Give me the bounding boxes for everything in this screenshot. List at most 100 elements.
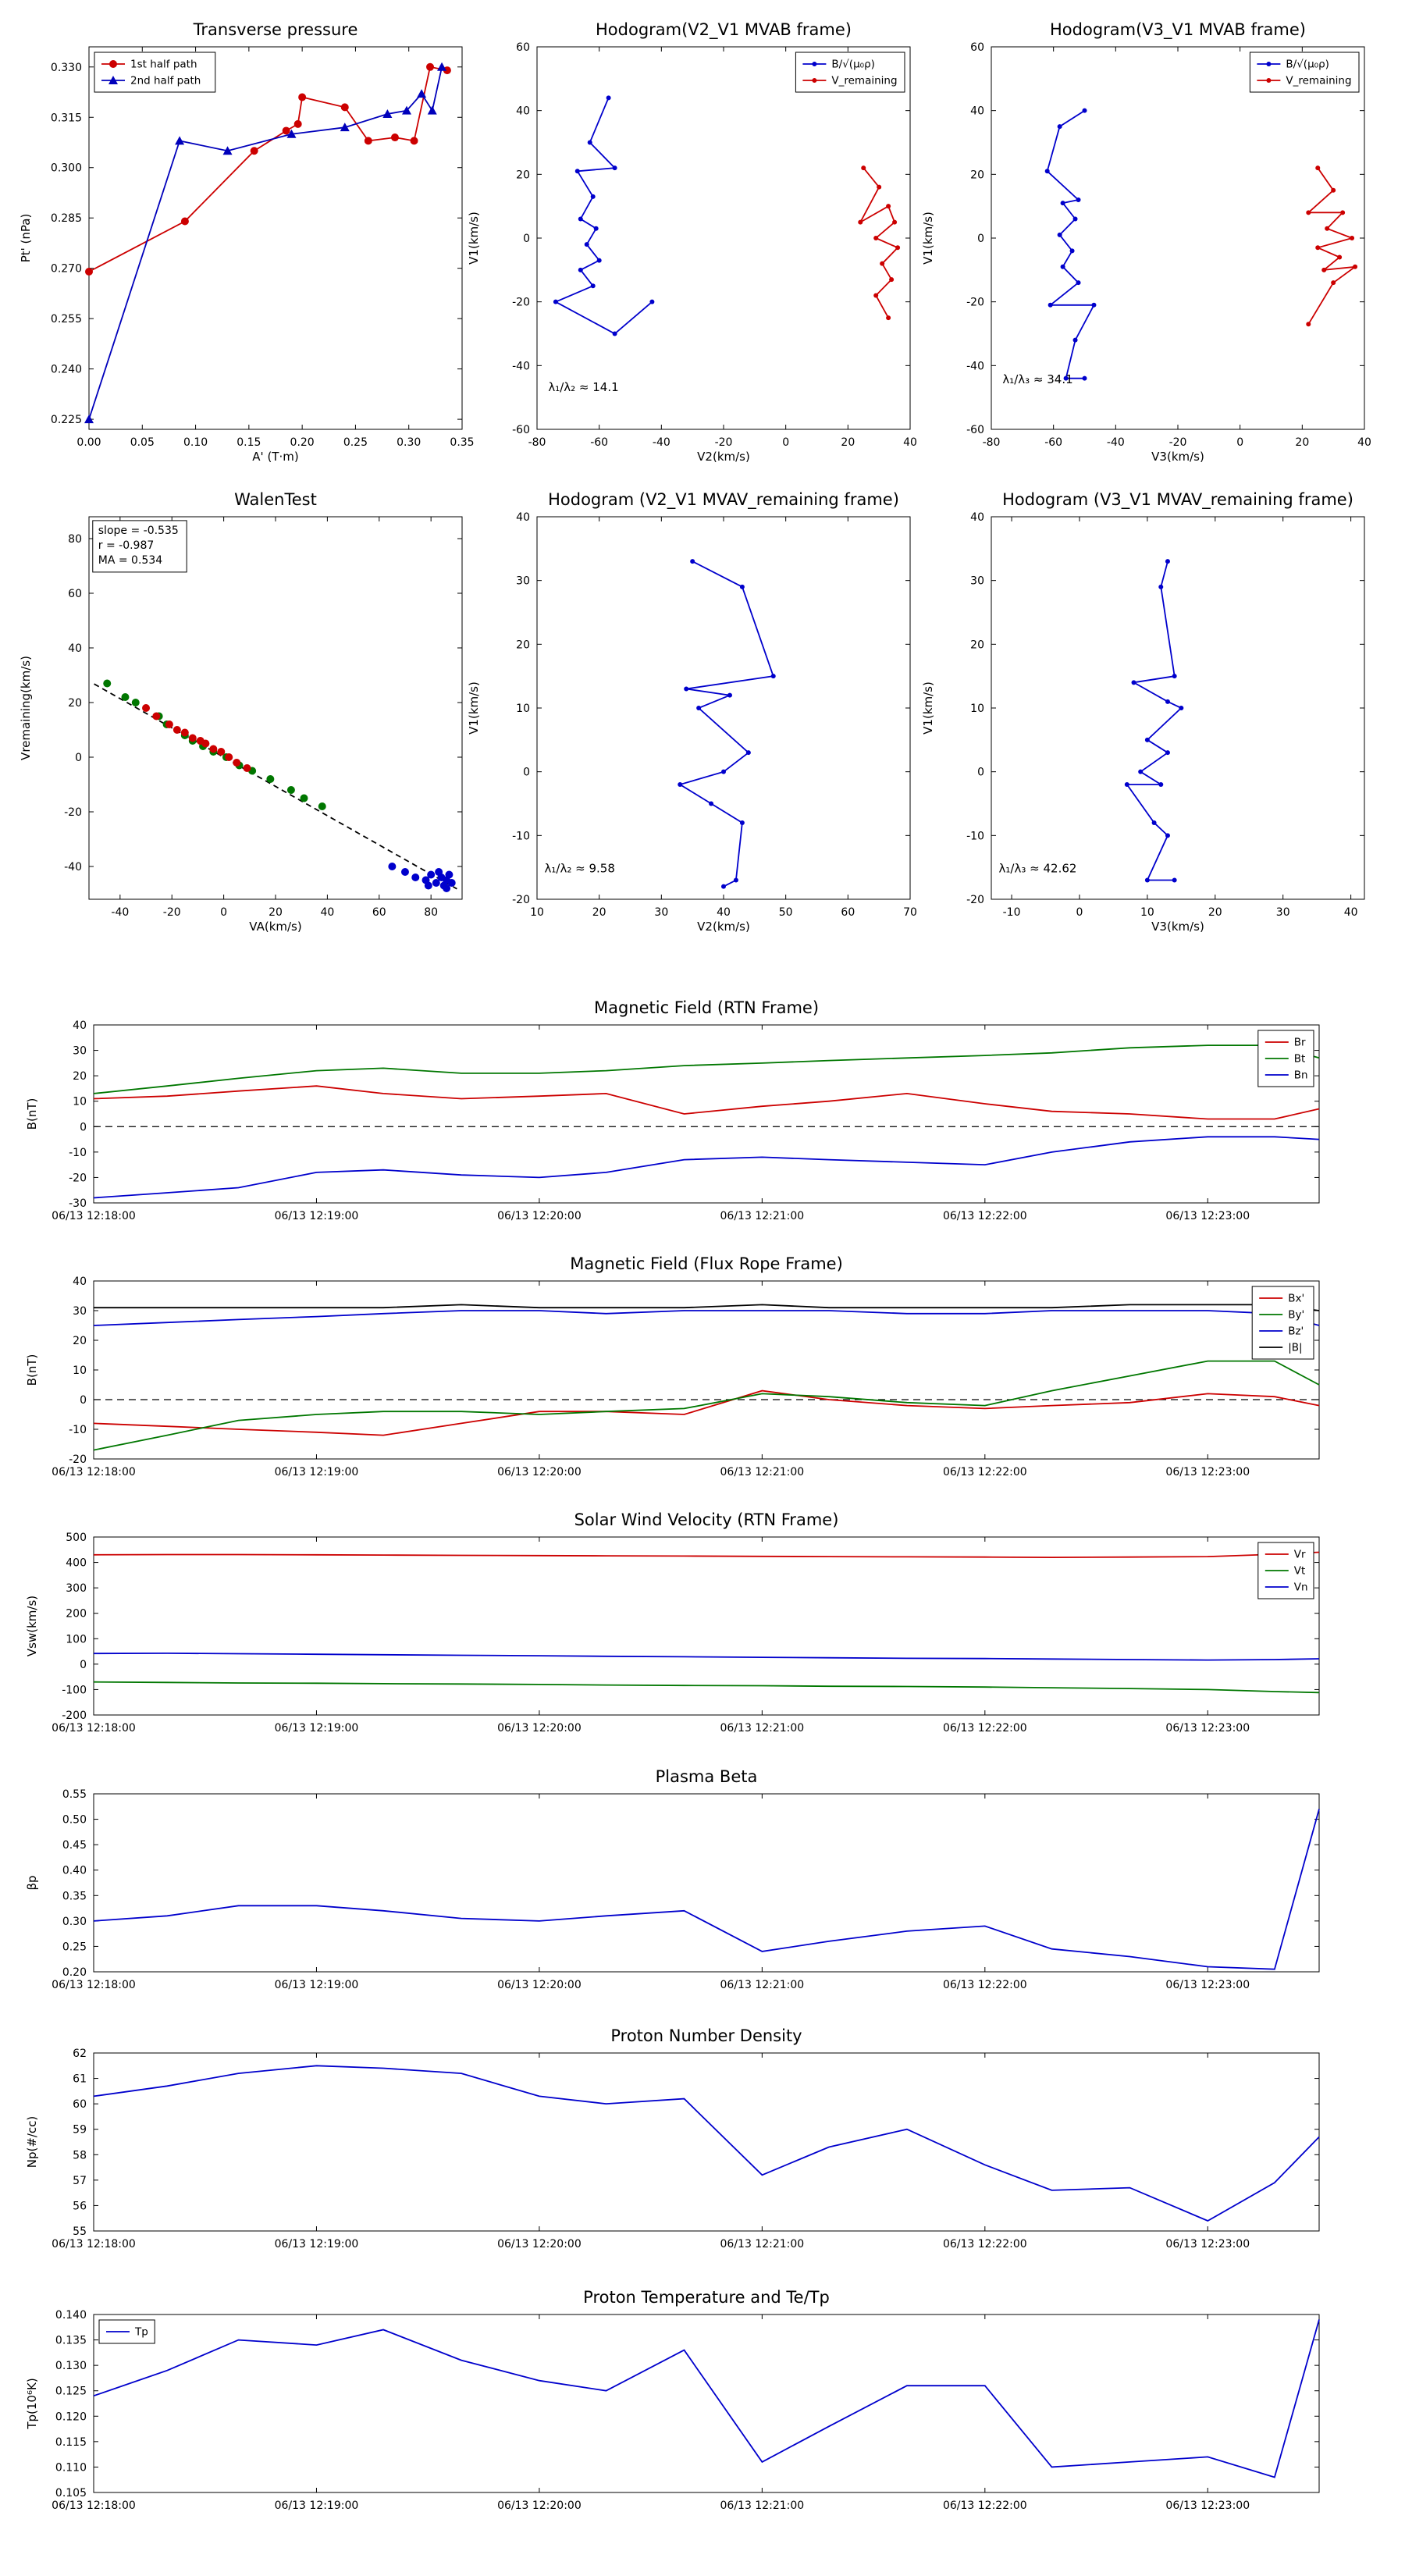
svg-text:56: 56: [73, 2200, 87, 2212]
chart-title: Plasma Beta: [655, 1767, 758, 1786]
svg-text:20: 20: [592, 906, 606, 919]
svg-text:10: 10: [970, 703, 984, 715]
svg-text:06/13 12:20:00: 06/13 12:20:00: [497, 1979, 582, 1991]
svg-text:30: 30: [516, 575, 530, 588]
svg-text:0.225: 0.225: [51, 414, 82, 426]
svg-text:0: 0: [977, 767, 984, 779]
svg-text:0.45: 0.45: [62, 1839, 87, 1852]
svg-text:0.20: 0.20: [62, 1966, 87, 1979]
svg-text:0: 0: [80, 1659, 87, 1671]
svg-text:0.255: 0.255: [51, 313, 82, 326]
svg-text:40: 40: [68, 642, 82, 655]
svg-text:-10: -10: [966, 830, 984, 842]
chart-title: Hodogram (V2_V1 MVAV_remaining frame): [548, 490, 899, 509]
svg-text:βp: βp: [25, 1875, 39, 1890]
svg-text:40: 40: [903, 436, 917, 449]
svg-text:V2(km/s): V2(km/s): [697, 450, 750, 464]
svg-text:60: 60: [73, 2098, 87, 2111]
svg-text:-80: -80: [983, 436, 1001, 449]
svg-text:0.115: 0.115: [55, 2436, 87, 2449]
svg-text:20: 20: [1295, 436, 1309, 449]
svg-text:10: 10: [1140, 906, 1154, 919]
svg-text:-40: -40: [1107, 436, 1125, 449]
svg-text:06/13 12:22:00: 06/13 12:22:00: [943, 1466, 1027, 1478]
plot-area: 0.00 0.05 0.10 0.15 0.20 0.25 0.30 0.35 0.225 0.2…: [14, 41, 475, 467]
svg-text:-60: -60: [966, 424, 984, 436]
svg-text:V3(km/s): V3(km/s): [1151, 450, 1204, 464]
svg-text:06/13 12:18:00: 06/13 12:18:00: [52, 1466, 136, 1478]
svg-text:60: 60: [516, 41, 530, 54]
svg-text:V1(km/s): V1(km/s): [921, 681, 935, 735]
plot-area: 06/13 12:18:00 06/13 12:19:00 06/13 12:20:…: [20, 1531, 1385, 1746]
chart-hodogram-v2v1-mvab: Hodogram(V2_V1 MVAB frame) -80 -60 -40 -20 0…: [462, 19, 923, 467]
svg-text:-20: -20: [715, 436, 733, 449]
svg-text:-40: -40: [64, 861, 82, 873]
svg-text:06/13 12:20:00: 06/13 12:20:00: [497, 2500, 582, 2512]
svg-text:55: 55: [73, 2226, 87, 2238]
svg-text:30: 30: [73, 1045, 87, 1058]
svg-text:2nd half path: 2nd half path: [130, 75, 201, 87]
svg-text:|B|: |B|: [1288, 1342, 1302, 1354]
svg-text:-10: -10: [69, 1424, 87, 1436]
svg-text:40: 40: [1344, 906, 1358, 919]
svg-text:Br: Br: [1294, 1037, 1306, 1049]
chart-title: Hodogram(V2_V1 MVAB frame): [596, 20, 852, 39]
svg-text:MA = 0.534: MA = 0.534: [98, 554, 162, 567]
plot-area: -80 -60 -40 -20 0 20 40 -60 -40 -20 0 20 40 60 V3(km/s…: [916, 41, 1377, 467]
svg-text:20: 20: [73, 1070, 87, 1083]
svg-text:40: 40: [717, 906, 731, 919]
svg-text:Tp(10⁶K): Tp(10⁶K): [25, 2378, 39, 2429]
svg-text:80: 80: [68, 533, 82, 546]
svg-text:0.140: 0.140: [55, 2309, 87, 2322]
svg-text:61: 61: [73, 2073, 87, 2086]
svg-text:06/13 12:23:00: 06/13 12:23:00: [1165, 1210, 1250, 1222]
svg-text:06/13 12:20:00: 06/13 12:20:00: [497, 2238, 582, 2250]
svg-text:Bz': Bz': [1288, 1325, 1304, 1338]
svg-text:V2(km/s): V2(km/s): [697, 920, 750, 934]
svg-text:-20: -20: [69, 1453, 87, 1466]
svg-text:59: 59: [73, 2124, 87, 2137]
svg-text:0.25: 0.25: [62, 1941, 87, 1953]
svg-text:06/13 12:21:00: 06/13 12:21:00: [720, 1979, 805, 1991]
svg-text:06/13 12:18:00: 06/13 12:18:00: [52, 1979, 136, 1991]
svg-text:Bx': Bx': [1288, 1293, 1304, 1305]
svg-text:0.55: 0.55: [62, 1788, 87, 1801]
svg-text:20: 20: [841, 436, 855, 449]
svg-text:0.120: 0.120: [55, 2411, 87, 2423]
svg-text:06/13 12:22:00: 06/13 12:22:00: [943, 1210, 1027, 1222]
svg-text:62: 62: [73, 2048, 87, 2060]
svg-text:10: 10: [530, 906, 544, 919]
svg-text:slope = -0.535: slope = -0.535: [98, 525, 179, 537]
chart-title: Magnetic Field (RTN Frame): [593, 998, 820, 1017]
svg-text:1st half path: 1st half path: [130, 59, 197, 71]
svg-text:B(nT): B(nT): [25, 1098, 39, 1130]
svg-text:06/13 12:19:00: 06/13 12:19:00: [275, 1210, 359, 1222]
svg-text:B/√(μ₀ρ): B/√(μ₀ρ): [831, 59, 875, 71]
svg-text:10: 10: [73, 1364, 87, 1377]
svg-text:0.15: 0.15: [237, 436, 261, 449]
svg-text:V1(km/s): V1(km/s): [921, 212, 935, 265]
svg-text:0.25: 0.25: [343, 436, 368, 449]
svg-text:200: 200: [66, 1608, 87, 1621]
svg-text:λ₁/λ₃ ≈ 34.1: λ₁/λ₃ ≈ 34.1: [1002, 372, 1072, 386]
chart-plasma-beta: Plasma Beta 06/13 12:18:00 06/13 12:19:00…: [20, 1766, 1385, 2003]
svg-text:0.330: 0.330: [51, 62, 82, 74]
svg-text:V3(km/s): V3(km/s): [1151, 920, 1204, 934]
svg-text:40: 40: [73, 1276, 87, 1288]
svg-text:06/13 12:19:00: 06/13 12:19:00: [275, 2238, 359, 2250]
svg-text:20: 20: [1208, 906, 1222, 919]
svg-text:20: 20: [970, 639, 984, 651]
svg-text:-10: -10: [512, 830, 530, 842]
chart-title: Magnetic Field (Flux Rope Frame): [570, 1254, 843, 1273]
svg-text:0: 0: [782, 436, 789, 449]
svg-text:0.135: 0.135: [55, 2335, 87, 2347]
svg-text:58: 58: [73, 2149, 87, 2161]
svg-text:30: 30: [970, 575, 984, 588]
svg-text:V_remaining: V_remaining: [831, 75, 897, 87]
svg-text:60: 60: [372, 906, 386, 919]
svg-text:06/13 12:19:00: 06/13 12:19:00: [275, 1722, 359, 1735]
svg-text:-10: -10: [1003, 906, 1021, 919]
chart-walen-test: WalenTest -40 -20 0 20 40 60 80 -40 -20 0 20 40 60 80…: [14, 489, 475, 937]
svg-text:0.315: 0.315: [51, 112, 82, 124]
svg-text:40: 40: [970, 105, 984, 118]
